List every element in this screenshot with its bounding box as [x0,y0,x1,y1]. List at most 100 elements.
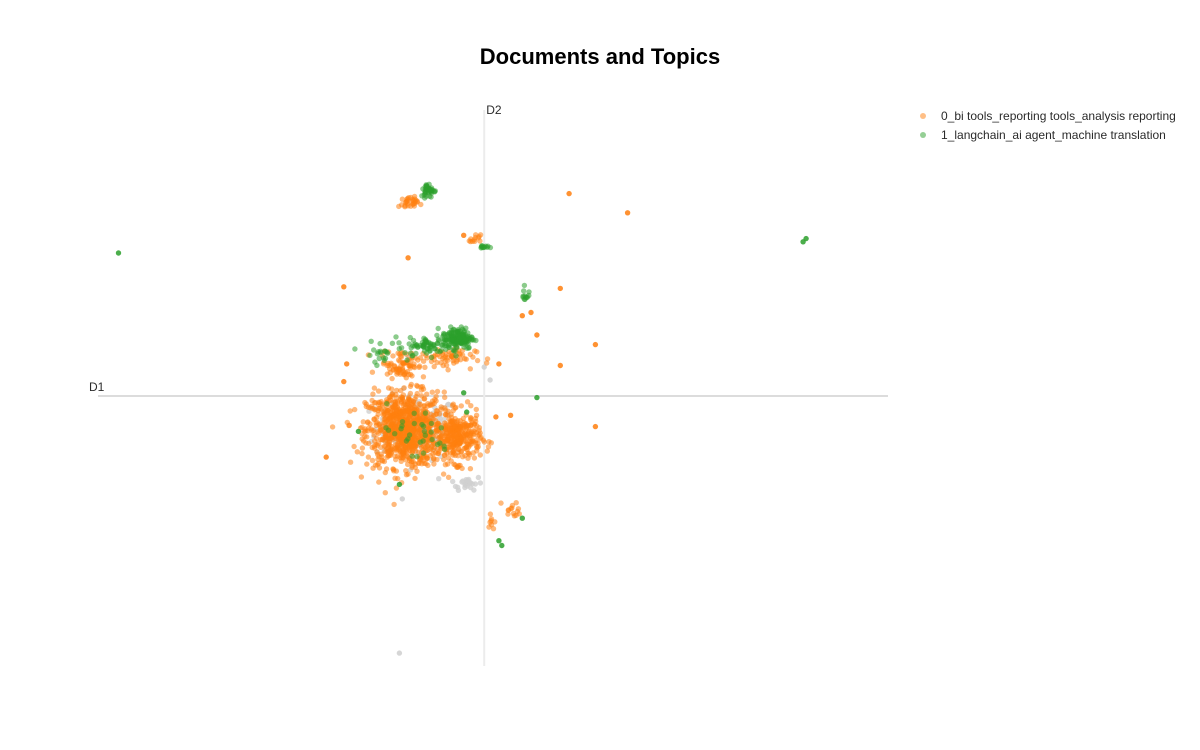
topic-0-point [476,233,482,240]
topic-0-point [341,378,347,385]
topic-0-point [360,419,366,425]
topic-1-point [496,538,502,544]
topic-0-point [470,354,476,360]
topic-0-point [467,366,473,372]
topic-0-point [369,397,375,404]
topic-1-point [368,338,374,344]
topic-0-point [341,284,347,290]
outlier-point [399,496,405,502]
topic-0-point [513,512,519,519]
topic-0-point [387,447,394,454]
topic-0-point [485,444,492,450]
topic-0-point [488,440,494,446]
legend-item-topic-1[interactable]: 1_langchain_ai agent_machine translation [920,125,1176,144]
topic-0-point [409,196,416,203]
topic-1-point [372,359,378,365]
d1-axis-label: D1 [89,380,105,394]
topic-0-point [414,198,420,204]
topic-0-point [371,432,377,438]
topic-0-point [363,403,369,410]
topic-0-point [519,313,525,319]
topic-0-point [446,416,452,422]
legend[interactable]: 0_bi tools_reporting tools_analysis repo… [920,106,1176,144]
topic-0-point [460,415,466,422]
topic-0-point [431,461,437,467]
topic-0-point [414,435,421,442]
topic-0-point [432,396,438,403]
topic-0-point [376,454,382,460]
topic-0-point [412,475,418,482]
d2-axis-label: D2 [486,103,502,117]
topic-0-point [441,456,447,463]
topic-0-point [505,507,511,513]
topic-0-point [395,350,401,356]
legend-label: 1_langchain_ai agent_machine translation [941,127,1166,142]
topic-0-point [484,448,490,454]
topic-0-point [375,388,382,394]
topic-0-point [385,360,391,367]
topic-0-point [450,452,456,458]
topic-0-point [401,448,407,455]
topic-0-point [390,367,396,373]
topic-0-point [471,237,477,243]
topic-0-point [413,393,419,400]
topic-1-point [434,332,440,339]
topic-0-point [372,462,379,468]
legend-item-topic-0[interactable]: 0_bi tools_reporting tools_analysis repo… [920,106,1176,125]
topic-1-point [441,446,448,453]
topic-0-point [434,359,440,366]
topic-1-point [461,341,468,347]
outlier-point [462,484,468,491]
topic-1-point [422,186,429,192]
topic-0-point [385,407,391,414]
topic-0-point [496,361,502,367]
topic-0-point [472,415,479,422]
topic-0-point [371,385,378,391]
topic-0-point [416,401,422,407]
topic-0-point [461,232,467,238]
topic-0-point [418,201,424,208]
topic-1-point [428,429,434,435]
topic-0-point [404,408,411,414]
topic-0-point [344,419,350,426]
outlier-point [466,476,472,483]
topic-1-point [441,330,447,337]
topic-0-point [471,455,478,461]
topic-0-point [438,404,444,410]
topic-1-point [426,188,433,194]
topic-0-point [484,356,491,362]
topic-0-point [393,485,400,491]
topic-0-point [404,195,411,202]
topic-0-point [408,440,414,446]
topic-1-point [396,481,403,488]
topic-1-point [451,331,457,338]
topic-0-point [392,475,398,481]
topic-0-point [408,203,414,209]
topic-1-point [443,346,449,352]
topic-0-point [420,374,427,380]
topic-0-point [442,394,448,401]
topic-0-point [477,238,483,244]
topic-0-point [445,429,451,436]
outlier-point [396,650,403,656]
topic-0-point [401,371,407,378]
topic-1-point [377,340,383,347]
topic-1-point [434,340,441,346]
topic-0-point [392,411,398,417]
topic-0-point [464,441,471,447]
topic-0-point [449,402,456,409]
topic-0-point [470,439,477,445]
topic-1-point [521,288,527,294]
topic-0-point [592,341,599,348]
topic-1-point [405,436,411,442]
topic-0-point [370,391,376,397]
topic-1-point [466,344,472,351]
topic-0-point [493,414,499,420]
topic-0-point [359,445,366,451]
topic-0-point [397,396,404,402]
outlier-point [471,487,477,493]
topic-0-point [431,456,437,462]
topic-0-point [396,203,402,210]
topic-1-point [411,420,417,427]
topic-0-point [416,364,422,370]
